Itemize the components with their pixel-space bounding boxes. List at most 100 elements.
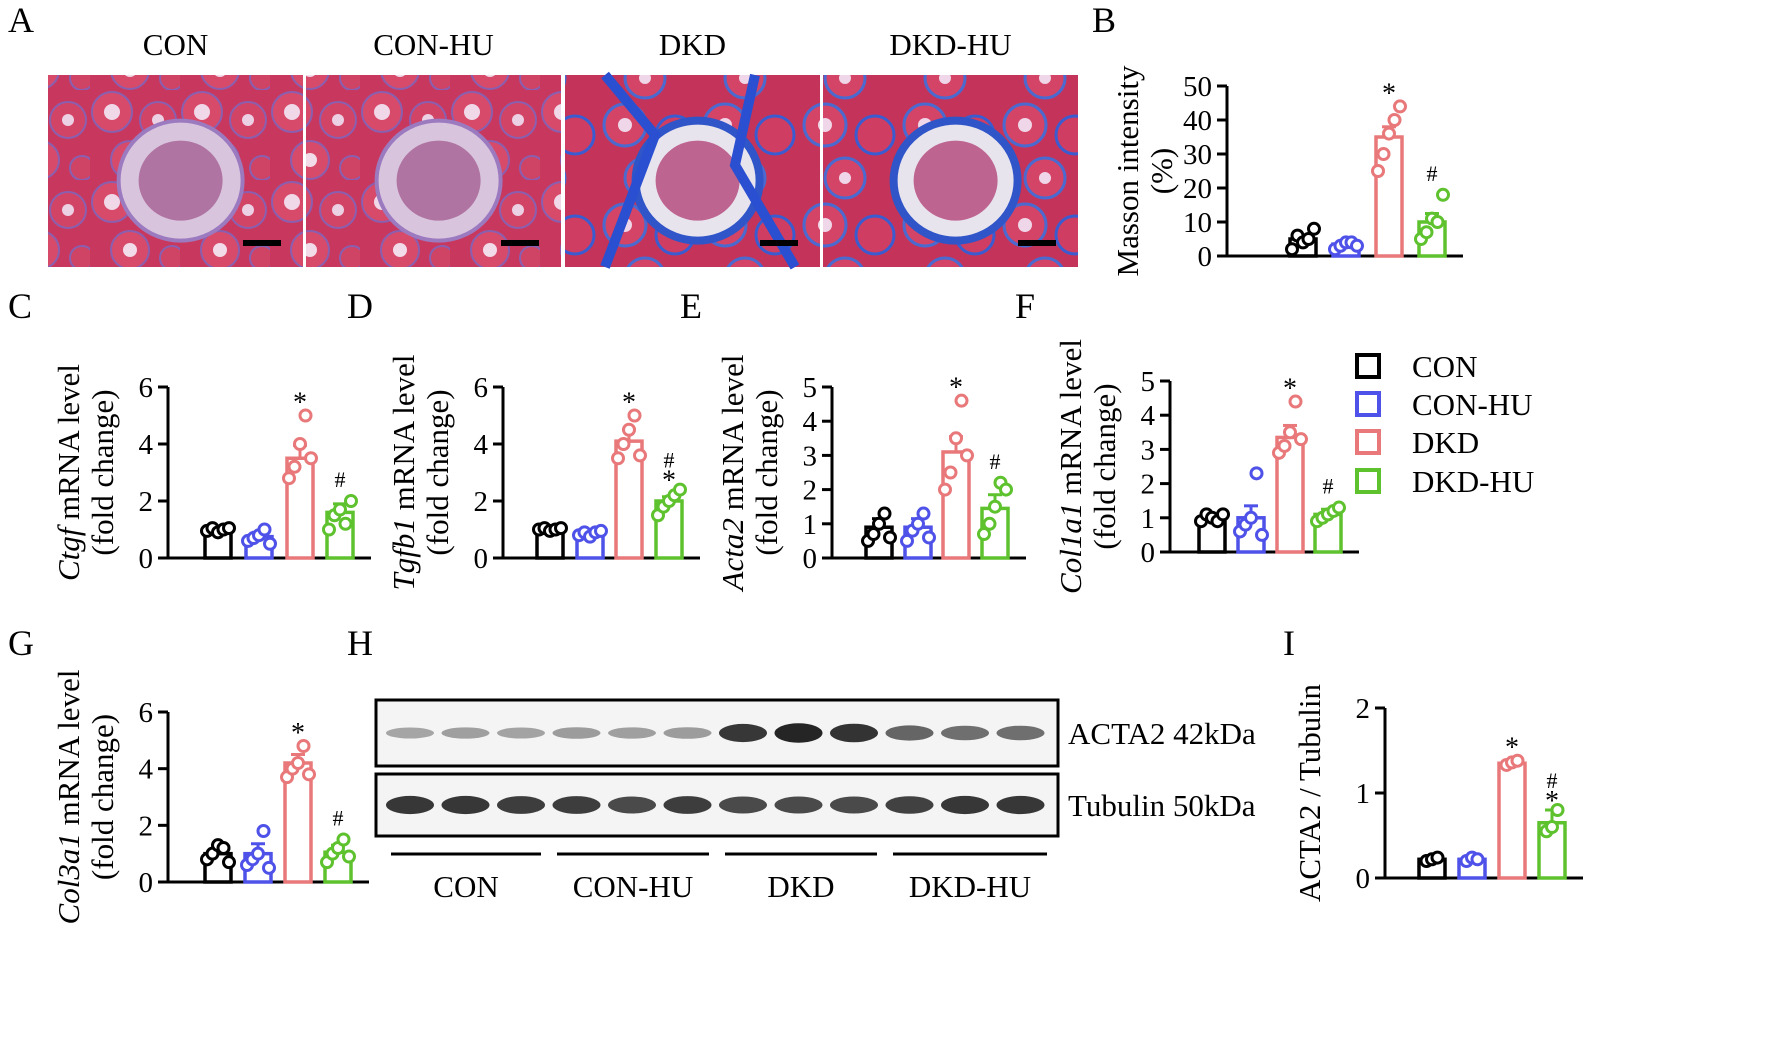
data-point — [900, 533, 914, 548]
data-point — [302, 767, 316, 782]
data-point — [916, 506, 931, 521]
y-axis-label: Ctgf mRNA level — [51, 364, 86, 581]
legend-label-dkd: DKD — [1412, 425, 1479, 460]
data-point — [1371, 164, 1385, 178]
y-tick-label: 6 — [474, 372, 489, 404]
data-point — [922, 530, 936, 545]
lane-group-label-dkd-hu: DKD-HU — [909, 869, 1031, 904]
blot-band — [941, 725, 989, 741]
blot-band — [719, 723, 767, 743]
blot-band — [719, 796, 767, 814]
blot-band — [552, 796, 601, 814]
y-tick-label: 3 — [803, 440, 818, 472]
significance-hash: # — [664, 448, 675, 473]
significance-star: * — [1283, 374, 1297, 405]
data-point — [872, 516, 886, 531]
glomerulus-core — [655, 140, 740, 221]
data-point — [943, 465, 958, 480]
data-point — [1550, 803, 1565, 817]
y-axis-label-text: mRNA level — [715, 355, 750, 519]
y-axis-label-text: mRNA level — [386, 355, 421, 519]
y-axis-label-gene: Col1a1 — [1053, 503, 1088, 594]
y-axis-label-gene: Tgfb1 — [386, 518, 421, 590]
data-point — [333, 502, 347, 517]
histology-label-con: CON — [143, 27, 208, 62]
y-axis-label-unit: (fold change) — [85, 714, 120, 880]
scale-bar — [501, 240, 539, 246]
blot-band — [608, 727, 656, 739]
data-point — [1307, 221, 1321, 236]
significance-star: * — [291, 718, 305, 749]
significance-star: * — [662, 466, 676, 497]
blot-band — [497, 796, 545, 814]
y-axis-label: Col3a1 mRNA level — [51, 670, 86, 925]
lane-group-label-con: CON — [433, 869, 498, 904]
data-point — [1277, 438, 1292, 453]
blot-band — [774, 723, 823, 743]
data-point — [1382, 126, 1396, 141]
y-tick-label: 0 — [803, 543, 818, 575]
y-tick-label: 0 — [139, 867, 154, 899]
blot-band — [830, 796, 878, 814]
data-point — [1301, 232, 1316, 246]
y-tick-label: 2 — [1356, 693, 1371, 725]
y-tick-label: 0 — [1141, 537, 1156, 569]
panel-label-f: F — [1015, 286, 1035, 326]
data-point — [262, 860, 276, 875]
y-tick-label: 2 — [803, 475, 818, 507]
y-axis-label-gene: Col3a1 — [51, 833, 86, 924]
data-point — [1285, 242, 1299, 257]
blot-band — [608, 796, 656, 814]
blot-band — [663, 727, 712, 739]
blot-band — [497, 727, 545, 739]
data-point — [960, 448, 974, 463]
y-tick-label: 4 — [139, 429, 154, 461]
histology-image-dkd-hu — [823, 75, 1078, 267]
y-axis-label: Acta2 mRNA level — [715, 355, 750, 593]
bar-dkd — [1497, 761, 1527, 880]
data-point — [298, 408, 313, 423]
data-point — [293, 437, 307, 451]
data-point — [999, 482, 1013, 497]
significance-star: * — [1505, 733, 1519, 764]
y-tick-label: 30 — [1183, 139, 1212, 171]
panel-label-a: A — [8, 0, 34, 40]
y-tick-label: 6 — [139, 697, 154, 729]
y-tick-label: 1 — [1356, 778, 1371, 810]
data-point — [611, 451, 625, 466]
significance-hash: # — [990, 449, 1001, 474]
blot-band — [663, 796, 712, 814]
data-point — [1283, 425, 1297, 440]
data-point — [1430, 215, 1445, 229]
y-axis-label-unit: (%) — [1144, 148, 1179, 194]
significance-star: * — [949, 373, 963, 404]
blot-band — [386, 795, 434, 815]
data-point — [1216, 507, 1230, 522]
data-point — [616, 437, 631, 451]
chart-c: 0 2 4 6 Ctgf mRNA level (fold change) * # — [51, 364, 371, 581]
blot-band — [996, 725, 1045, 741]
data-point — [954, 393, 969, 408]
blot-band — [774, 796, 823, 814]
y-tick-label: 0 — [1356, 863, 1371, 895]
histology-label-dkd: DKD — [659, 27, 726, 62]
data-point — [216, 841, 231, 855]
data-point — [883, 530, 897, 545]
data-point — [1350, 238, 1364, 253]
y-tick-label: 0 — [139, 543, 154, 575]
significance-star: * — [1545, 786, 1559, 817]
data-point — [1288, 394, 1303, 409]
blot-band — [441, 727, 490, 739]
scale-bar — [1018, 240, 1056, 246]
data-point — [222, 855, 236, 870]
data-point — [1387, 113, 1402, 127]
data-point — [1436, 187, 1450, 202]
data-point — [222, 521, 236, 536]
data-point — [594, 523, 608, 538]
y-tick-label: 4 — [803, 406, 818, 438]
data-point — [342, 849, 356, 864]
